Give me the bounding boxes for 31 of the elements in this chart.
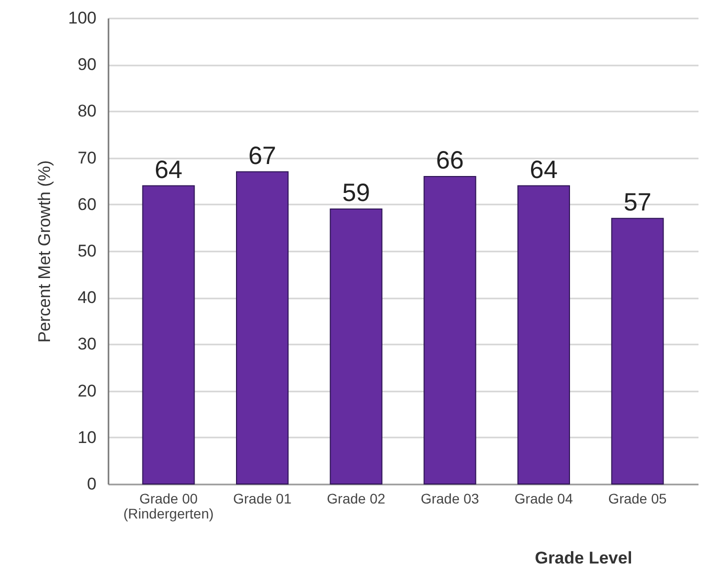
y-tick-label: 10 — [78, 428, 96, 447]
x-tick-label: Grade 01 — [233, 490, 292, 506]
y-tick-label: 50 — [78, 242, 96, 260]
bar — [330, 208, 382, 484]
x-tick-label: Grade 02 — [326, 490, 386, 506]
bar — [517, 185, 570, 484]
data-label: 59 — [342, 179, 370, 208]
y-tick-label: 40 — [78, 288, 96, 308]
data-label: 64 — [154, 156, 182, 184]
y-tick-label: 0 — [87, 474, 96, 494]
y-tick-label: 20 — [78, 381, 96, 400]
x-tick-label: Grade 05 — [608, 490, 667, 506]
y-tick-label: 100 — [68, 8, 96, 28]
bar — [142, 185, 195, 484]
bar — [424, 176, 476, 484]
y-tick-label: 30 — [78, 334, 96, 354]
x-tick-label: Grade 00 (Rindergerten) — [123, 490, 214, 522]
x-tick-label: Grade 03 — [420, 490, 480, 506]
y-tick-label: 60 — [78, 194, 96, 214]
y-tick-label: 80 — [78, 102, 96, 121]
data-label: 67 — [248, 142, 276, 170]
y-tick-label: 70 — [78, 148, 96, 168]
x-axis-title: Grade Level — [534, 548, 632, 567]
y-tick-label: 90 — [78, 55, 96, 74]
data-label: 57 — [624, 188, 652, 216]
y-axis-title: Percent Met Growth (%) — [35, 160, 54, 343]
x-tick-label: Grade 04 — [514, 490, 574, 506]
data-label: 64 — [530, 156, 558, 184]
bar — [611, 218, 664, 484]
data-label: 66 — [436, 146, 464, 174]
bar — [236, 171, 289, 484]
